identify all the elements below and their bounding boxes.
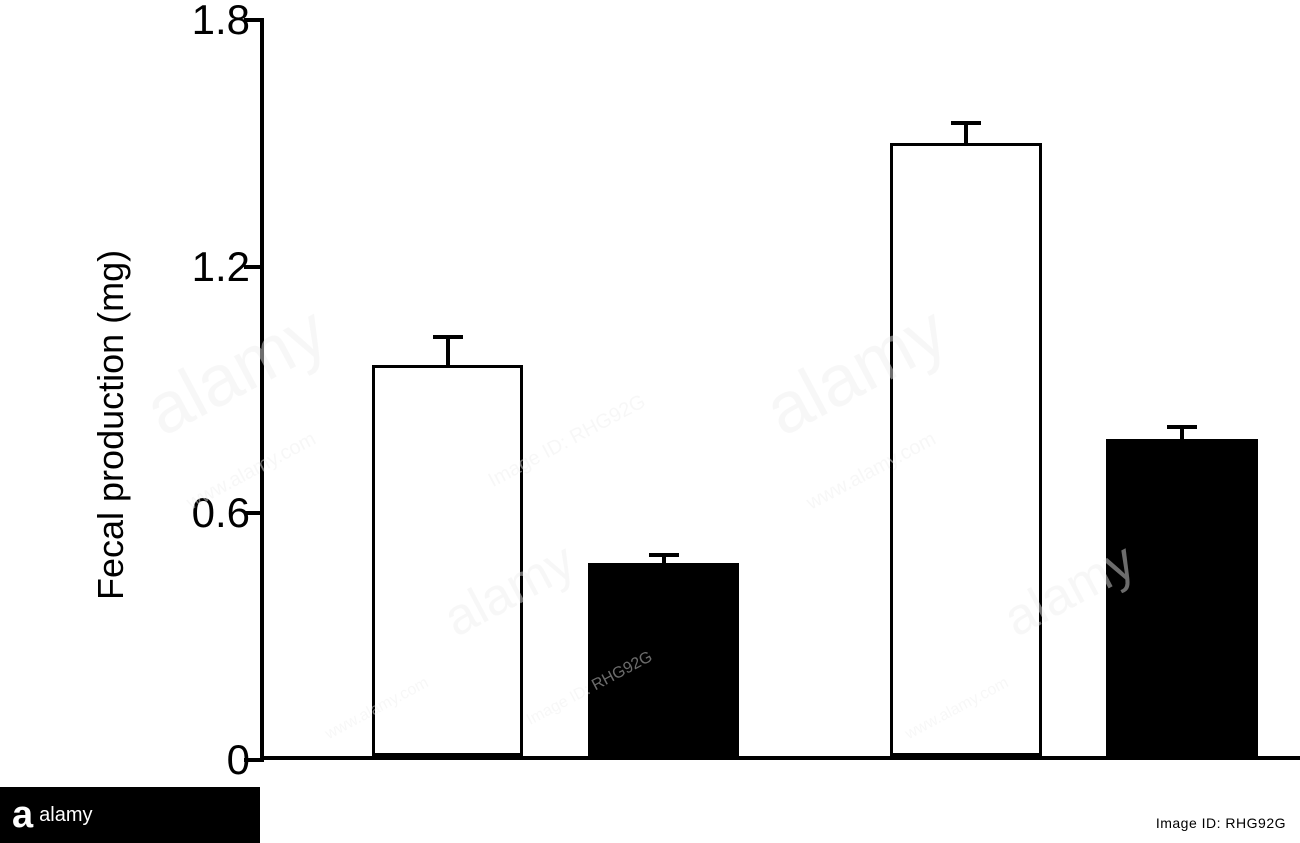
bar-2	[890, 143, 1041, 756]
error-bar-cap	[433, 335, 463, 339]
error-bar-stem	[446, 337, 450, 366]
y-tick-label: 0	[160, 736, 250, 784]
y-tick-label: 1.8	[160, 0, 250, 44]
y-tick-label: 0.6	[160, 489, 250, 537]
watermark-image-id: Image ID: RHG92G	[1156, 815, 1286, 831]
error-bar-cap	[951, 121, 981, 125]
y-tick-label: 1.2	[160, 243, 250, 291]
error-bar-cap	[649, 553, 679, 557]
watermark-footer-text: alamy	[39, 804, 92, 827]
chart-container: Fecal production (mg) 0 0.6 1.2 1.8	[80, 0, 1260, 790]
error-bar-cap	[1167, 425, 1197, 429]
watermark-footer: a alamy	[0, 787, 260, 843]
bar-3	[1106, 439, 1257, 756]
watermark-logo-letter: a	[12, 794, 33, 837]
y-axis-label: Fecal production (mg)	[90, 250, 132, 600]
error-bar-stem	[964, 123, 968, 144]
bar-1	[588, 563, 739, 756]
plot-area	[260, 20, 1300, 760]
bar-0	[372, 365, 523, 756]
